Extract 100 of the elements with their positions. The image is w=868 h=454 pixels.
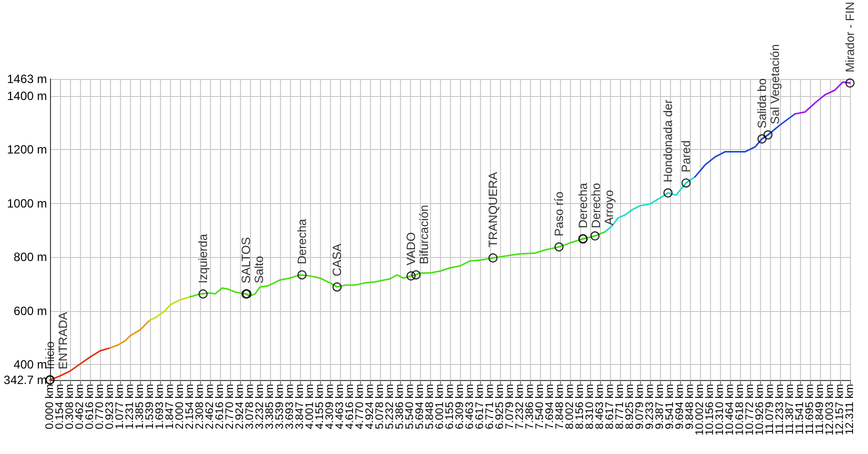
- x-tick-label: 0.923 km: [104, 384, 116, 430]
- x-tick-label: 1.231 km: [124, 384, 136, 430]
- x-tick-label: 2.616 km: [214, 384, 226, 430]
- x-tick-label: 4.463 km: [334, 384, 346, 430]
- annotation: Hondonada der: [660, 100, 675, 182]
- annotation: Salto: [252, 256, 266, 284]
- x-tick-label: 4.770 km: [354, 384, 366, 430]
- x-tick-label: 7.232 km: [514, 384, 526, 430]
- x-tick-label: 6.617 km: [474, 384, 486, 430]
- x-tick-label: 0.462 km: [74, 384, 86, 430]
- annotation: Izquierda: [196, 234, 210, 284]
- x-tick-label: 11.387 km: [784, 384, 796, 435]
- x-tick-label: 11.541 km: [794, 384, 806, 435]
- x-tick-label: 2.154 km: [184, 384, 196, 430]
- x-tick-label: 4.924 km: [364, 384, 376, 430]
- x-tick-label: 4.155 km: [314, 384, 326, 430]
- x-tick-label: 5.694 km: [414, 384, 426, 430]
- x-tick-label: 0.616 km: [84, 384, 96, 430]
- annotation: SALTOS: [238, 237, 253, 284]
- x-tick-label: 9.541 km: [664, 384, 676, 430]
- x-tick-label: 9.387 km: [654, 384, 666, 430]
- x-tick-label: 7.694 km: [544, 384, 556, 430]
- x-tick-label: 11.849 km: [814, 384, 826, 435]
- x-tick-label: 2.924 km: [234, 384, 246, 430]
- annotation: Salida bo: [755, 78, 770, 128]
- x-tick-label: 5.848 km: [424, 384, 436, 430]
- x-tick-label: 2.462 km: [204, 384, 216, 430]
- annotation: Arroyo: [602, 190, 616, 226]
- x-tick-label: 10.926 km: [754, 384, 766, 436]
- x-tick-label: 5.540 km: [404, 384, 416, 430]
- x-tick-label: 10.772 km: [744, 384, 756, 436]
- x-tick-label: 2.000 km: [174, 384, 186, 430]
- line-series: [109, 319, 151, 349]
- annotation: Bifurcación: [417, 204, 432, 264]
- x-tick-label: 1.385 km: [134, 384, 146, 430]
- x-tick-label: 6.001 km: [434, 384, 446, 430]
- annotation: Derecho: [588, 182, 603, 228]
- x-tick-label: 10.310 km: [714, 384, 726, 436]
- annotation: Derecha: [576, 182, 590, 228]
- x-tick-label: 1.847 km: [164, 384, 176, 430]
- x-tick-label: 9.079 km: [634, 384, 646, 430]
- x-tick-label: 5.078 km: [374, 384, 386, 430]
- x-tick-label: 8.925 km: [624, 384, 636, 430]
- x-tick-label: 3.693 km: [284, 384, 296, 430]
- annotation: ENTRADA: [56, 312, 70, 370]
- x-tick-label: 10.002 km: [694, 384, 706, 436]
- x-tick-label: 4.001 km: [304, 384, 316, 430]
- x-tick-label: 9.694 km: [674, 384, 686, 430]
- x-tick-label: 5.386 km: [394, 384, 406, 430]
- y-tick-label: 600 m: [14, 304, 47, 318]
- x-tick-label: 11.079 km: [764, 384, 776, 435]
- y-tick-label: 1463 m: [6, 72, 47, 86]
- x-tick-label: 3.232 km: [254, 384, 266, 430]
- x-tick-label: 6.925 km: [494, 384, 506, 430]
- x-tick-label: 0.308 km: [64, 384, 76, 430]
- x-tick-label: 3.847 km: [294, 384, 306, 430]
- x-tick-label: 7.079 km: [504, 384, 516, 430]
- x-tick-label: 5.232 km: [384, 384, 396, 430]
- x-tick-label: 10.618 km: [734, 384, 746, 436]
- x-tick-label: 10.156 km: [704, 384, 716, 436]
- x-tick-label: 8.156 km: [574, 384, 586, 430]
- x-tick-label: 11.695 km: [804, 384, 816, 435]
- x-tick-label: 1.077 km: [114, 384, 126, 430]
- x-tick-label: 4.309 km: [324, 384, 336, 430]
- x-tick-label: 1.693 km: [154, 384, 166, 430]
- x-tick-label: 12.311 km: [844, 384, 856, 435]
- x-tick-label: 2.308 km: [194, 384, 206, 430]
- x-tick-label: 9.233 km: [644, 384, 656, 430]
- x-tick-label: 7.540 km: [534, 384, 546, 430]
- x-tick-label: 8.310 km: [584, 384, 596, 430]
- x-tick-label: 8.002 km: [564, 384, 576, 430]
- y-tick-label: 1200 m: [6, 142, 47, 157]
- x-tick-label: 9.848 km: [684, 384, 696, 430]
- x-tick-label: 6.771 km: [484, 384, 496, 430]
- x-tick-label: 0.154 km: [54, 384, 66, 430]
- y-tick-label: 1000 m: [6, 196, 47, 210]
- y-tick-label: 1400 m: [6, 88, 47, 103]
- x-tick-label: 1.539 km: [144, 384, 156, 430]
- x-tick-label: 8.463 km: [594, 384, 606, 430]
- x-tick-label: 12.003 km: [824, 384, 836, 436]
- x-tick-label: 7.386 km: [524, 384, 536, 430]
- line-series: [149, 296, 191, 321]
- x-tick-label: 11.233 km: [774, 384, 786, 435]
- y-tick-label: 342.7 m: [4, 373, 48, 387]
- x-tick-label: 3.385 km: [264, 384, 276, 430]
- x-tick-label: 0.000 km: [44, 384, 56, 430]
- x-tick-label: 2.770 km: [224, 384, 236, 430]
- x-tick-label: 6.155 km: [444, 384, 456, 430]
- annotation: Mirador - FIN: [843, 2, 857, 72]
- x-tick-label: 8.771 km: [614, 384, 626, 430]
- y-tick-label: 800 m: [14, 250, 47, 264]
- x-tick-label: 0.770 km: [94, 384, 106, 430]
- x-tick-label: 4.616 km: [344, 384, 356, 430]
- annotation: VADO: [404, 232, 418, 266]
- x-tick-label: 7.848 km: [554, 384, 566, 430]
- annotation: Derecha: [295, 218, 309, 264]
- annotation: TRANQUERA: [486, 172, 500, 248]
- x-tick-label: 3.539 km: [274, 384, 286, 430]
- x-tick-label: 6.309 km: [454, 384, 466, 430]
- annotation: Sal Vegetación: [768, 44, 782, 124]
